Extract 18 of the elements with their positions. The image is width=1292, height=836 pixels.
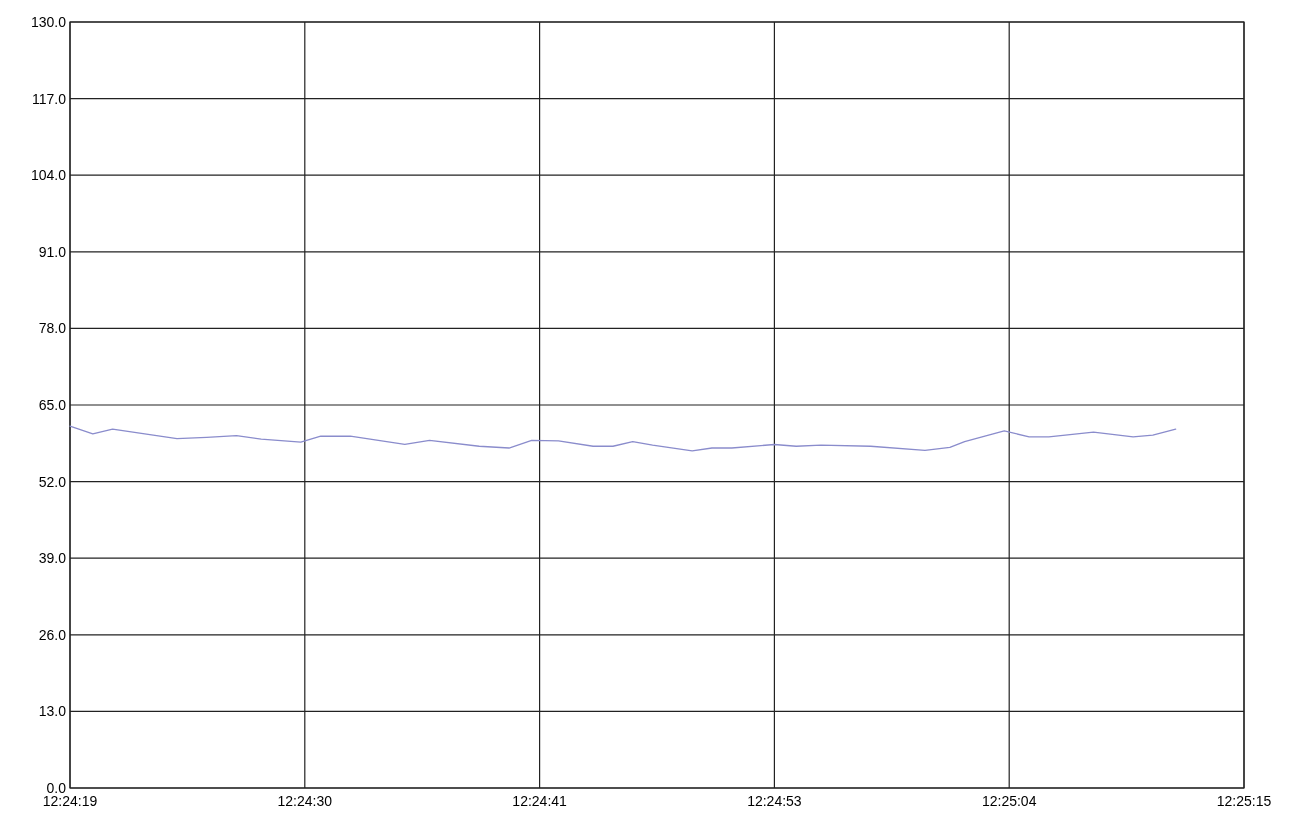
y-tick-label: 104.0 bbox=[30, 167, 67, 184]
x-tick-label: 12:24:30 bbox=[277, 793, 333, 809]
y-tick-label: 91.0 bbox=[38, 243, 67, 260]
y-tick-label: 65.0 bbox=[38, 396, 67, 413]
x-tick-label: 12:24:53 bbox=[747, 793, 802, 809]
y-tick-label: 39.0 bbox=[38, 550, 67, 567]
x-tick-label: 12:25:15 bbox=[1216, 793, 1272, 809]
x-tick-label: 12:25:04 bbox=[981, 793, 1037, 809]
y-tick-label: 26.0 bbox=[38, 626, 67, 643]
y-tick-label: 0.0 bbox=[46, 779, 67, 796]
x-tick-label: 12:24:41 bbox=[512, 793, 568, 809]
y-tick-label: 117.0 bbox=[32, 90, 67, 107]
y-tick-label: 130.0 bbox=[30, 13, 67, 30]
x-tick-label: 12:24:19 bbox=[42, 793, 98, 809]
y-tick-label: 52.0 bbox=[38, 473, 67, 490]
line-series bbox=[69, 425, 1177, 452]
y-tick-label: 13.0 bbox=[38, 703, 67, 720]
y-tick-label: 78.0 bbox=[38, 320, 67, 337]
